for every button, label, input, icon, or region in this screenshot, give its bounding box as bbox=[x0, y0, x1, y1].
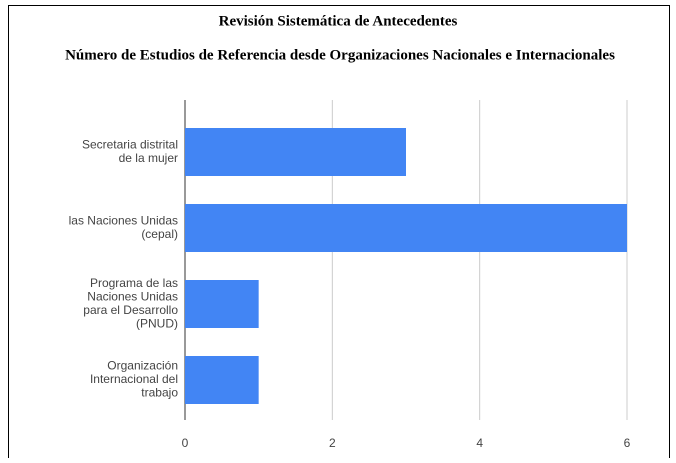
y-tick-label: Secretaria distrital de la mujer bbox=[82, 137, 178, 165]
chart-title: Revisión Sistemática de Antecedentes bbox=[219, 13, 458, 29]
y-tick-label: Organización Internacional del trabajo bbox=[90, 359, 178, 400]
frame bbox=[8, 5, 670, 463]
chart-subtitle: Número de Estudios de Referencia desde O… bbox=[65, 47, 615, 63]
bar bbox=[185, 128, 406, 176]
x-tick-label: 0 bbox=[182, 436, 189, 450]
x-tick-label: 2 bbox=[329, 436, 336, 450]
y-tick-label: Programa de las Naciones Unidas para el De… bbox=[83, 276, 178, 331]
x-tick-label: 4 bbox=[476, 436, 483, 450]
bar bbox=[185, 280, 259, 328]
y-tick-label: las Naciones Unidas (cepal) bbox=[69, 213, 178, 241]
x-tick-label: 6 bbox=[624, 436, 631, 450]
bar bbox=[185, 356, 259, 404]
bar bbox=[185, 204, 627, 252]
